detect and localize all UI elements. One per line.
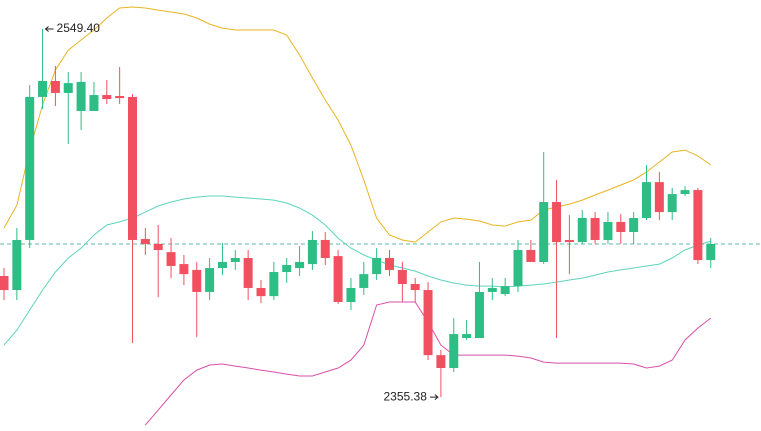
candle-body [513, 250, 523, 287]
candle-body [346, 287, 356, 303]
candle-body [577, 217, 587, 243]
candle-body [63, 83, 73, 93]
candle-body [76, 81, 86, 111]
candle-body [89, 95, 99, 111]
candle-body [462, 334, 472, 339]
candle-body [449, 334, 459, 369]
candle-body [38, 81, 48, 97]
candle-body [295, 261, 305, 269]
candle-body [217, 261, 227, 269]
candle-body [385, 257, 394, 270]
candle-body [12, 239, 22, 291]
band-upper [3, 6, 712, 243]
candle-body [282, 265, 292, 273]
candle-body [410, 283, 420, 291]
candle-body [423, 290, 433, 356]
arrow [429, 394, 439, 400]
candle-body [102, 95, 112, 100]
candle-body [603, 221, 613, 240]
candle-body [115, 95, 125, 99]
candle-body [629, 217, 639, 233]
candle-body [552, 202, 562, 243]
candle-body [667, 194, 677, 213]
candle-body [372, 257, 382, 275]
candle-body [230, 257, 240, 262]
candle-body [616, 221, 626, 233]
candle-body [128, 96, 137, 240]
candle-body [642, 182, 651, 218]
arrow [44, 26, 54, 32]
candle-body [25, 96, 35, 240]
candle-body [256, 287, 266, 297]
candle-body [654, 182, 664, 213]
candle-body [680, 190, 690, 195]
candle-body [487, 287, 497, 292]
candle-body [564, 239, 574, 243]
candle-body [397, 269, 407, 284]
high-label: 2549.40 [57, 21, 101, 35]
candle-body [474, 291, 484, 339]
candle-body [0, 276, 9, 291]
candle-body [205, 268, 215, 292]
candle-body [706, 243, 716, 261]
candle-body [243, 257, 253, 288]
candle-body [526, 250, 536, 262]
low-label: 2355.38 [384, 389, 428, 403]
candle-body [140, 239, 150, 244]
candle-body [179, 264, 189, 275]
band-middle [3, 195, 711, 346]
candle-body [436, 355, 446, 369]
candle-body [320, 239, 330, 258]
candle-body [693, 190, 703, 261]
candle-body [307, 239, 317, 265]
candle-body [359, 274, 369, 288]
candle-body [500, 286, 510, 295]
candle-body [192, 269, 202, 292]
candle-body [50, 81, 60, 93]
candle-body [539, 202, 549, 262]
candle-body [333, 256, 343, 303]
candle-body [166, 252, 176, 266]
candle-body [153, 243, 163, 251]
candle-body [590, 217, 600, 240]
candle-body [269, 272, 279, 297]
